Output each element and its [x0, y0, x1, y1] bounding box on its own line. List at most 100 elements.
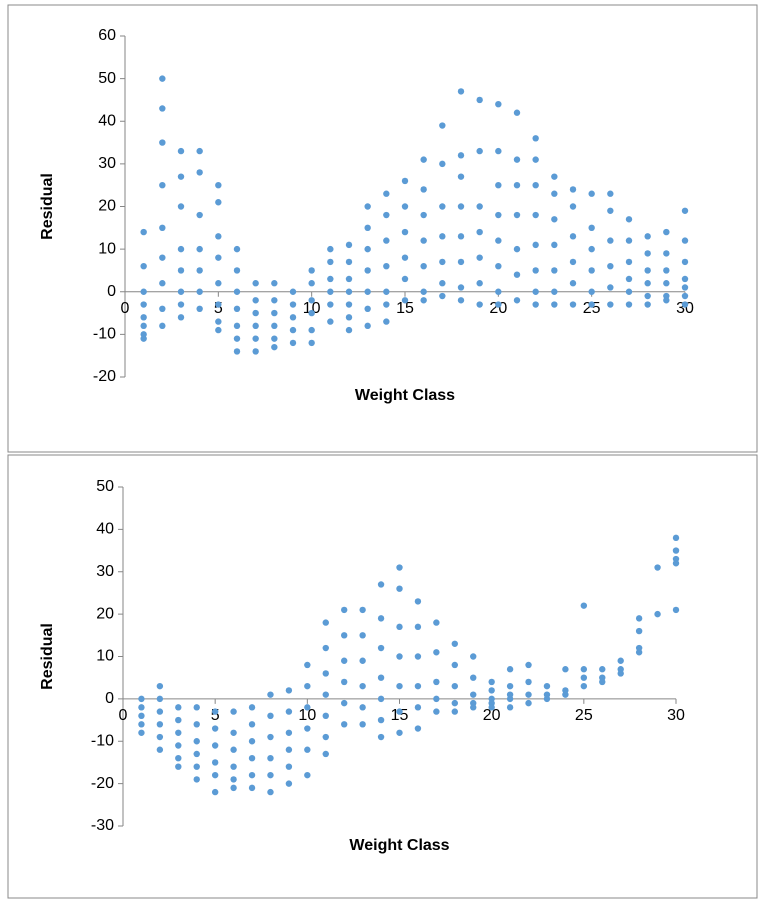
point [543, 695, 551, 703]
point [196, 169, 203, 176]
point [211, 788, 219, 796]
point [196, 267, 203, 274]
point [457, 284, 465, 291]
point [451, 699, 458, 707]
point [341, 699, 348, 707]
point [196, 288, 203, 295]
point [304, 746, 311, 753]
point [308, 309, 315, 317]
point [414, 653, 422, 660]
point [177, 267, 185, 274]
point [156, 708, 164, 715]
y-tick-label: 0 [105, 690, 114, 707]
point [322, 691, 329, 698]
point [681, 258, 689, 266]
point [401, 275, 409, 283]
point [396, 564, 403, 571]
point [175, 716, 182, 724]
point [341, 606, 348, 614]
point [267, 733, 274, 741]
x-tick-label: 10 [303, 300, 321, 317]
point [470, 653, 477, 660]
point [663, 250, 670, 257]
point [175, 704, 182, 711]
point [451, 640, 458, 647]
point [562, 666, 569, 673]
point [588, 267, 595, 274]
point [156, 721, 164, 728]
point [193, 704, 200, 711]
point [233, 348, 241, 355]
y-axis-title: Residual [39, 173, 56, 240]
point [488, 687, 495, 694]
point [433, 649, 440, 656]
x-tick-label: 25 [575, 707, 593, 724]
point [532, 181, 539, 189]
point [599, 678, 606, 686]
point [196, 211, 203, 219]
point [159, 181, 166, 189]
point [439, 292, 446, 300]
point [401, 254, 409, 261]
point [252, 309, 259, 317]
point [607, 301, 614, 308]
point [580, 602, 588, 609]
point [681, 284, 689, 291]
point [506, 695, 514, 703]
point [267, 788, 274, 796]
point [457, 233, 465, 240]
point [215, 280, 222, 287]
point [211, 725, 219, 732]
point [644, 267, 651, 274]
point [322, 712, 329, 720]
point [476, 203, 483, 210]
point [140, 301, 147, 308]
point [193, 721, 200, 728]
point [327, 288, 334, 295]
point [532, 301, 539, 308]
point [625, 275, 633, 283]
point [177, 288, 185, 295]
point [495, 288, 502, 295]
point [364, 322, 371, 330]
point [506, 666, 514, 673]
point [308, 297, 315, 304]
point [345, 301, 353, 308]
point [525, 661, 532, 669]
point [457, 88, 465, 95]
point [322, 619, 329, 626]
point [488, 678, 495, 686]
point [304, 725, 311, 732]
point [289, 326, 297, 334]
point [322, 733, 329, 741]
point [138, 729, 145, 736]
point [476, 254, 483, 261]
point [439, 160, 446, 168]
point [654, 564, 661, 571]
y-tick-label: 10 [98, 240, 116, 257]
point [396, 585, 403, 592]
point [569, 186, 577, 193]
point [525, 699, 532, 707]
point [359, 704, 366, 711]
point [252, 297, 259, 304]
point [532, 156, 539, 163]
point [345, 288, 353, 295]
y-tick-label: -20 [93, 368, 116, 385]
point [233, 322, 241, 330]
point [607, 237, 614, 244]
point [177, 245, 185, 253]
x-tick-label: 25 [583, 300, 601, 317]
point [625, 216, 633, 223]
point [513, 156, 521, 163]
y-tick-label: 30 [96, 563, 114, 580]
point [341, 632, 348, 639]
point [252, 348, 259, 355]
point [470, 691, 477, 698]
point [383, 301, 390, 308]
point [672, 534, 680, 542]
point [211, 771, 219, 779]
point [159, 224, 166, 232]
x-tick-label: 30 [667, 707, 685, 724]
point [551, 190, 558, 197]
